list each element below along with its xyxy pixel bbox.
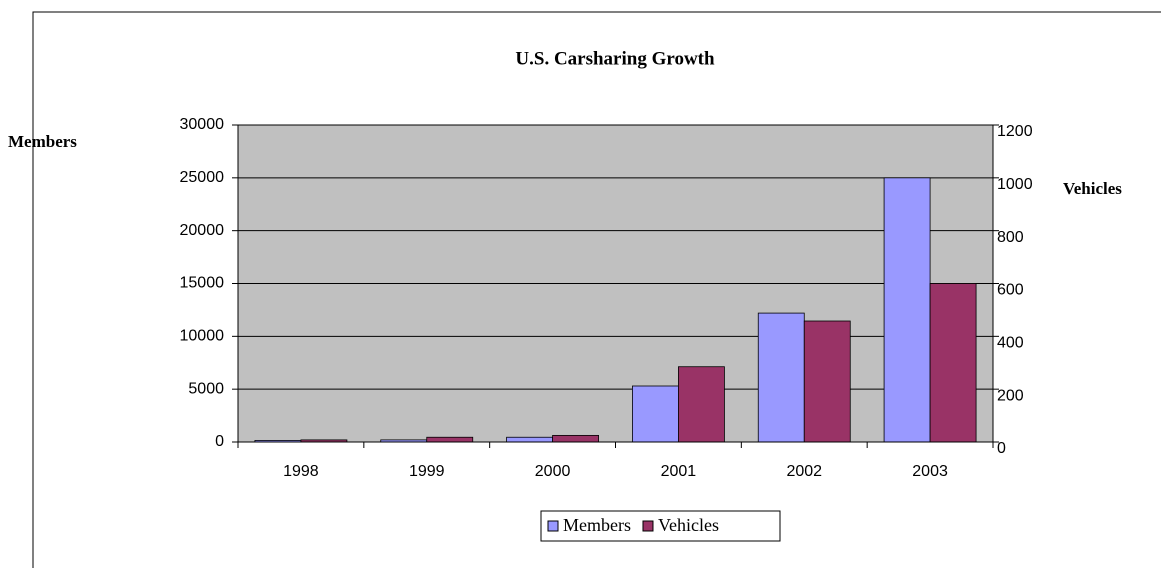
- legend-swatch: [642, 520, 654, 532]
- bar: [678, 366, 725, 443]
- x-tick-label: 1999: [409, 463, 445, 480]
- bar: [632, 385, 679, 443]
- x-tick-label: 1998: [283, 463, 319, 480]
- bar: [883, 177, 931, 443]
- y-tick-label: 25000: [180, 169, 225, 186]
- bar: [929, 283, 977, 443]
- chart-border: [32, 11, 1161, 568]
- x-tick-label: 2001: [661, 463, 697, 480]
- y2-tick-label: 0: [997, 440, 1006, 457]
- x-tick-label: 2000: [535, 463, 571, 480]
- bar: [426, 436, 474, 443]
- bar: [506, 436, 553, 443]
- bar: [552, 434, 599, 443]
- y-tick-label: 10000: [180, 328, 225, 345]
- x-tick-label: 2002: [786, 463, 822, 480]
- y-tick-label: 30000: [180, 116, 225, 133]
- y2-tick-label: 200: [997, 387, 1024, 404]
- y2-tick-label: 1200: [997, 123, 1033, 140]
- y2-tick-label: 800: [997, 229, 1024, 246]
- legend-label: Members: [563, 515, 631, 535]
- y-tick-label: 0: [215, 433, 224, 450]
- y2-axis-label: Vehicles: [1063, 179, 1122, 198]
- y-tick-label: 5000: [188, 380, 224, 397]
- x-tick-label: 2003: [912, 463, 948, 480]
- legend: [540, 510, 781, 542]
- y2-tick-label: 400: [997, 335, 1024, 352]
- legend-label: Vehicles: [658, 515, 719, 535]
- y-axis-label: Members: [8, 132, 77, 151]
- chart-title: U.S. Carsharing Growth: [515, 48, 715, 69]
- y-tick-label: 20000: [180, 222, 225, 239]
- y-tick-label: 15000: [180, 275, 225, 292]
- legend-swatch: [547, 520, 559, 532]
- y2-tick-label: 600: [997, 282, 1024, 299]
- bar: [803, 320, 851, 443]
- bar: [757, 312, 805, 443]
- y2-tick-label: 1000: [997, 176, 1033, 193]
